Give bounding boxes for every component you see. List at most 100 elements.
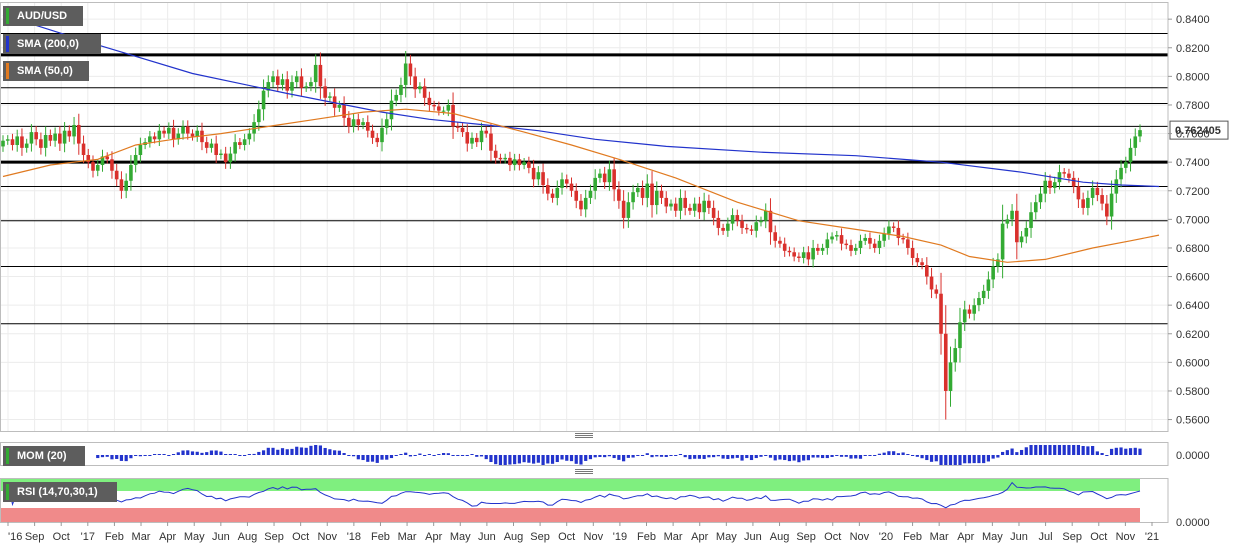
candle-body bbox=[474, 137, 479, 143]
momentum-bar bbox=[830, 455, 834, 457]
candle-body bbox=[579, 200, 583, 210]
momentum-bar bbox=[977, 455, 981, 464]
candle-body bbox=[977, 298, 981, 306]
candle-body bbox=[1067, 173, 1071, 178]
candle-body bbox=[318, 64, 323, 87]
x-tick-label: Apr bbox=[957, 531, 974, 543]
x-tick-label: May bbox=[450, 531, 471, 543]
legend-symbol-label: AUD/USD bbox=[17, 10, 68, 22]
candle-body bbox=[962, 309, 967, 323]
candle-body bbox=[816, 247, 820, 251]
momentum-bar bbox=[356, 455, 360, 460]
candle-body bbox=[981, 290, 986, 299]
candle-body bbox=[427, 97, 432, 105]
momentum-bar bbox=[669, 455, 673, 456]
x-tick-label: Sep bbox=[25, 531, 45, 543]
momentum-bar bbox=[1109, 448, 1114, 455]
candle-body bbox=[787, 250, 792, 253]
candle-body bbox=[896, 227, 901, 238]
candle-body bbox=[546, 185, 550, 194]
candle-body bbox=[527, 162, 531, 168]
legend-momentum-swatch bbox=[6, 448, 9, 464]
momentum-bar bbox=[768, 455, 773, 458]
momentum-bar bbox=[948, 455, 953, 465]
momentum-bar bbox=[1048, 445, 1052, 455]
candle-body bbox=[1114, 179, 1119, 194]
momentum-bar bbox=[1015, 452, 1019, 455]
candle-body bbox=[479, 130, 484, 143]
x-tick-label: Feb bbox=[105, 531, 124, 543]
candle-body bbox=[332, 96, 337, 108]
candle-body bbox=[740, 220, 744, 228]
y-tick-label: 0.6800 bbox=[1176, 243, 1210, 255]
momentum-bar bbox=[271, 447, 275, 455]
legend-symbol[interactable]: AUD/USD bbox=[3, 6, 83, 26]
momentum-bar bbox=[138, 455, 142, 457]
candle-body bbox=[607, 169, 612, 183]
candle-body bbox=[503, 157, 507, 160]
candle-body bbox=[313, 64, 318, 83]
panel-resize-handle-momentum[interactable] bbox=[575, 433, 593, 438]
momentum-bar bbox=[517, 455, 521, 464]
legend-momentum[interactable]: MOM (20) bbox=[3, 446, 85, 466]
legend-sma50[interactable]: SMA (50,0) bbox=[3, 61, 89, 81]
momentum-bar bbox=[839, 455, 844, 457]
candle-body bbox=[114, 170, 119, 180]
candle-body bbox=[536, 172, 541, 180]
candle-body bbox=[598, 173, 602, 178]
candle-body bbox=[1033, 202, 1038, 213]
candle-body bbox=[1038, 193, 1043, 203]
rsi-panel-border bbox=[0, 478, 1169, 523]
x-tick-label: Feb bbox=[637, 531, 656, 543]
momentum-bar bbox=[863, 455, 867, 456]
momentum-bar bbox=[290, 448, 294, 455]
candle-body bbox=[683, 197, 687, 208]
momentum-bar bbox=[1029, 445, 1033, 455]
momentum-bar bbox=[441, 453, 446, 455]
candle-body bbox=[365, 122, 370, 131]
candle-body bbox=[621, 200, 626, 218]
momentum-bar bbox=[157, 454, 161, 455]
candle-body bbox=[238, 142, 242, 145]
candle-body bbox=[508, 157, 512, 166]
momentum-bar bbox=[697, 455, 702, 459]
x-tick-label: '19 bbox=[613, 531, 627, 543]
momentum-bar bbox=[347, 455, 351, 456]
candle-body bbox=[688, 207, 692, 211]
candle-body bbox=[361, 122, 365, 125]
momentum-bar bbox=[982, 455, 986, 464]
candle-body bbox=[418, 86, 422, 90]
x-tick-label: Apr bbox=[691, 531, 708, 543]
momentum-bar bbox=[925, 455, 929, 461]
momentum-bar bbox=[1001, 451, 1005, 455]
axes: 0.762405 0.8400 0.8200 0.8000 0.7800 0.7600 0.… bbox=[0, 2, 1229, 543]
candle-body bbox=[408, 63, 413, 77]
candle-body bbox=[868, 237, 872, 244]
candle-body bbox=[839, 235, 844, 244]
candle-body bbox=[673, 203, 678, 211]
candle-body bbox=[872, 243, 877, 248]
panel-resize-handle-rsi[interactable] bbox=[575, 469, 593, 474]
candle-body bbox=[72, 124, 76, 137]
momentum-bar bbox=[243, 455, 247, 456]
momentum-bar bbox=[167, 455, 171, 456]
candle-body bbox=[223, 153, 228, 163]
x-tick-label: Jun bbox=[212, 531, 230, 543]
momentum-bar bbox=[802, 455, 806, 461]
candle-body bbox=[1000, 223, 1005, 260]
candle-body bbox=[105, 156, 110, 160]
candle-body bbox=[517, 159, 522, 166]
candle-body bbox=[522, 162, 526, 166]
candle-body bbox=[451, 104, 455, 127]
momentum-bar bbox=[176, 452, 180, 455]
candle-body bbox=[654, 190, 659, 206]
candle-body bbox=[119, 179, 124, 191]
legend-sma200[interactable]: SMA (200,0) bbox=[3, 34, 101, 54]
momentum-bar bbox=[129, 455, 133, 459]
momentum-bar bbox=[209, 450, 214, 455]
momentum-bar bbox=[911, 455, 915, 456]
legend-rsi[interactable]: RSI (14,70,30,1) bbox=[3, 482, 117, 502]
candle-body bbox=[280, 79, 285, 85]
x-tick-label: Mar bbox=[398, 531, 417, 543]
momentum-axis-label: 0.0000 bbox=[1176, 450, 1210, 462]
